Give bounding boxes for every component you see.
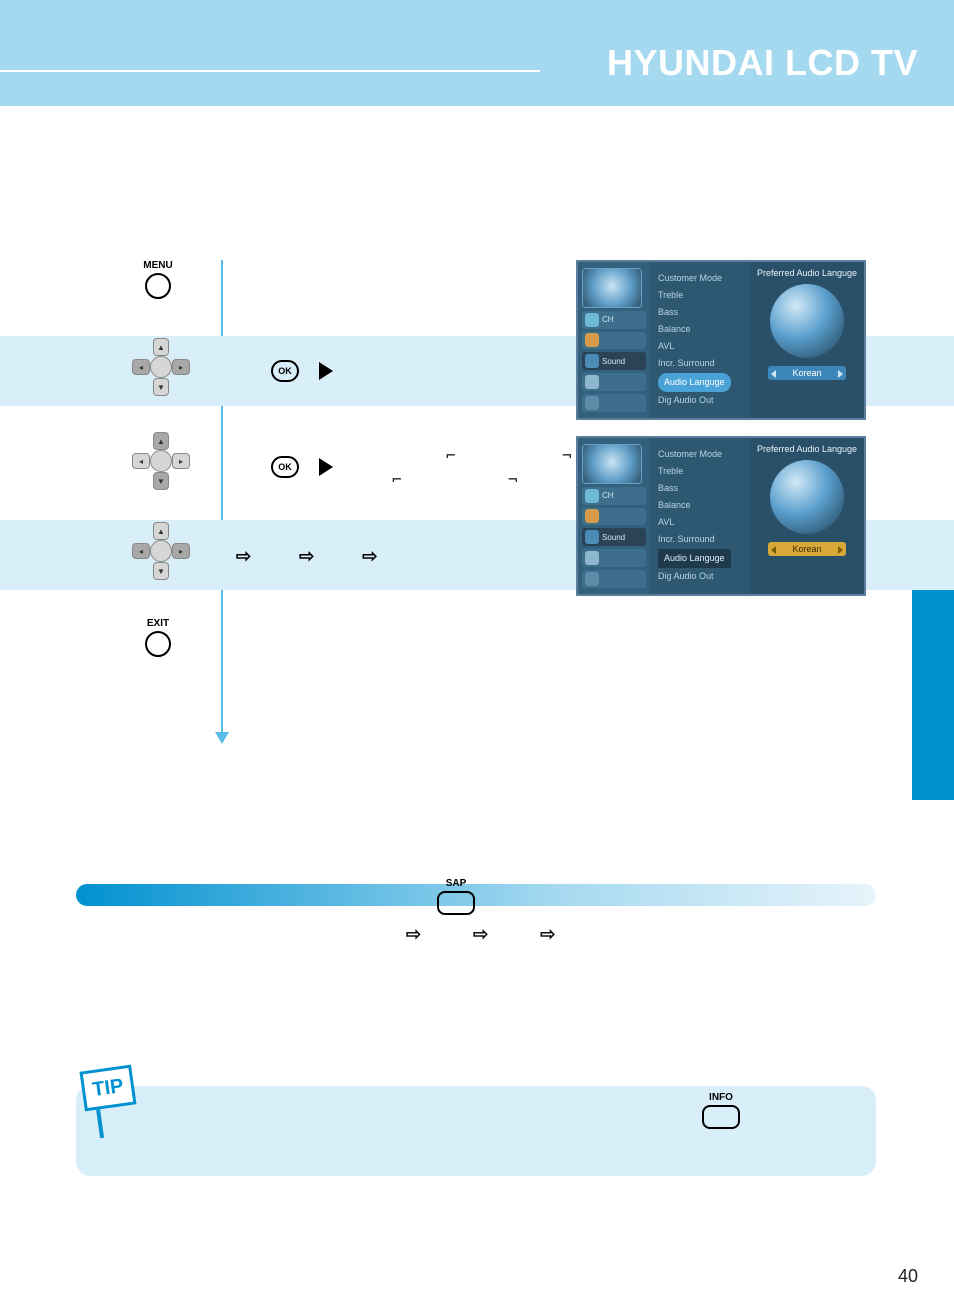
osd-item-highlight: Audio Languge: [658, 549, 731, 568]
osd-menu-items: Customer Mode Treble Bass Balance AVL In…: [650, 262, 750, 418]
play-icon: [319, 362, 333, 380]
osd-item: Incr. Surround: [658, 355, 744, 372]
chevron-icon: ⇨: [236, 546, 251, 567]
osd-item: Treble: [658, 463, 744, 480]
exit-button-icon[interactable]: [145, 631, 171, 657]
osd-item: Customer Mode: [658, 270, 744, 287]
osd-detail-title: Preferred Audio Languge: [756, 444, 858, 454]
step-row-1-controls: OK: [271, 360, 571, 382]
osd-screenshot-2: CH Sound Customer Mode Treble Bass Balan…: [576, 436, 866, 596]
ok-button-2[interactable]: OK: [271, 456, 299, 478]
dpad-2[interactable]: ▲ ▼ ◂ ▸: [126, 432, 196, 490]
chevron-icon: ⇨: [299, 546, 314, 567]
header-rule: [0, 70, 540, 72]
tip-box: [76, 1086, 876, 1176]
osd-tab-label: CH: [602, 315, 614, 324]
osd-item: Balance: [658, 497, 744, 514]
osd-tab-label: CH: [602, 491, 614, 500]
info-button-block: INFO: [698, 1092, 744, 1129]
info-label: INFO: [698, 1092, 744, 1103]
play-icon-2: [319, 458, 333, 476]
menu-button-block: MENU: [108, 260, 208, 299]
osd-item: AVL: [658, 338, 744, 355]
osd-detail-title: Preferred Audio Languge: [756, 268, 858, 278]
osd-detail: Preferred Audio Languge Korean: [750, 438, 864, 594]
osd-tab-label: Sound: [602, 357, 625, 366]
osd-detail: Preferred Audio Languge Korean: [750, 262, 864, 418]
osd-item: Incr. Surround: [658, 531, 744, 548]
osd-screenshot-1: CH Sound Customer Mode Treble Bass Balan…: [576, 260, 866, 420]
sap-button-block: SAP: [431, 878, 481, 915]
chevron-icon: ⇨: [540, 924, 555, 945]
exit-button-block: EXIT: [108, 618, 208, 657]
sap-button-icon[interactable]: [437, 891, 475, 915]
osd-item: Bass: [658, 304, 744, 321]
header-band: HYUNDAI LCD TV: [0, 0, 954, 106]
tip-label: TIP: [91, 1074, 125, 1101]
osd-item: Balance: [658, 321, 744, 338]
page-number: 40: [898, 1266, 918, 1287]
info-button-icon[interactable]: [702, 1105, 740, 1129]
step-row-2-controls: OK: [271, 456, 571, 478]
sap-label: SAP: [431, 878, 481, 889]
tip-sign: TIP: [79, 1065, 136, 1112]
osd-item-highlight: Audio Languge: [658, 373, 731, 392]
osd-selected-value: Korean: [768, 366, 846, 380]
osd-category-icon: [582, 444, 642, 484]
osd-tab-label: Sound: [602, 533, 625, 542]
osd-item: Treble: [658, 287, 744, 304]
osd-item: AVL: [658, 514, 744, 531]
dpad-3[interactable]: ▲ ▼ ◂ ▸: [126, 522, 196, 580]
osd-item: Dig Audio Out: [658, 392, 744, 409]
bracket-tr: ¬: [562, 446, 572, 465]
osd-selected-value: Korean: [768, 542, 846, 556]
chevron-icon: ⇨: [473, 924, 488, 945]
flow-line: [221, 260, 223, 735]
osd-menu-items: Customer Mode Treble Bass Balance AVL In…: [650, 438, 750, 594]
bracket-br: ¬: [508, 470, 518, 489]
dpad-1[interactable]: ▲ ▼ ◂ ▸: [126, 338, 196, 396]
sap-sequence: ⇨ ⇨ ⇨: [406, 924, 555, 945]
osd-item: Bass: [658, 480, 744, 497]
bracket-bl: ⌐: [392, 470, 402, 489]
osd-item: Customer Mode: [658, 446, 744, 463]
exit-label: EXIT: [108, 618, 208, 629]
menu-button-icon[interactable]: [145, 273, 171, 299]
globe-icon: [770, 460, 844, 534]
step-row-3-sequence: ⇨ ⇨ ⇨: [236, 546, 377, 567]
globe-icon: [770, 284, 844, 358]
osd-tabs: CH Sound: [578, 262, 650, 418]
bracket-tl: ⌐: [446, 446, 456, 465]
page-thumb-tab: [912, 590, 954, 800]
page-title: HYUNDAI LCD TV: [607, 42, 918, 84]
osd-tabs: CH Sound: [578, 438, 650, 594]
osd-item: Dig Audio Out: [658, 568, 744, 585]
chevron-icon: ⇨: [406, 924, 421, 945]
ok-button-1[interactable]: OK: [271, 360, 299, 382]
osd-category-icon: [582, 268, 642, 308]
menu-label: MENU: [108, 260, 208, 271]
flow-arrowhead: [215, 732, 229, 744]
chevron-icon: ⇨: [362, 546, 377, 567]
